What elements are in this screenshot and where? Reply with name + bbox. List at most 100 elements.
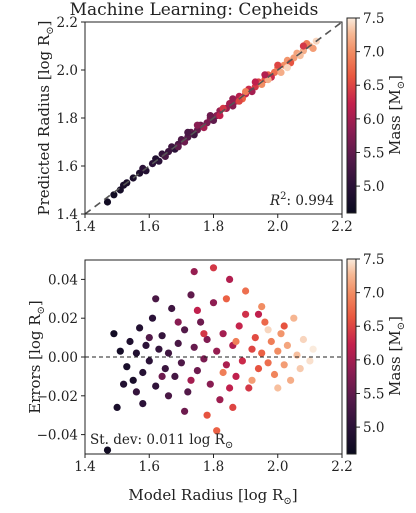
bottom-point-57	[293, 351, 301, 359]
bottom-colorbar-label: Mass [M⊙]	[386, 316, 407, 396]
bottom-cbar-tick-label-5: 7.5	[363, 252, 384, 268]
bottom-xtick-label-4: 2.2	[331, 459, 352, 475]
bottom-xaxis-ticks: 1.4 1.6 1.8 2.0 2.2	[74, 454, 353, 475]
top-point-1	[110, 191, 118, 199]
bottom-point-87	[174, 318, 182, 326]
bottom-point-80	[254, 310, 263, 318]
bottom-point-9	[139, 368, 147, 377]
bottom-point-54	[283, 341, 291, 349]
top-ytick-label-0: 1.4	[57, 207, 78, 223]
bottom-point-46	[258, 349, 266, 357]
bottom-point-42	[245, 384, 253, 392]
bottom-point-56	[290, 314, 298, 322]
bottom-point-33	[216, 396, 224, 404]
top-cbar-tick-label-1: 5.5	[363, 145, 384, 161]
top-point-65	[184, 128, 192, 136]
bottom-xlabel-sub: ⊙	[283, 496, 291, 507]
bottom-point-19	[171, 372, 179, 380]
bottom-point-41	[242, 310, 250, 318]
bottom-point-25	[190, 343, 198, 351]
top-ytick-label-2: 1.8	[57, 111, 78, 127]
bottom-point-60	[306, 357, 314, 365]
top-title: Machine Learning: Cepheids	[70, 0, 319, 20]
bottom-point-86	[132, 388, 140, 396]
top-point-68	[242, 88, 250, 96]
top-point-62	[251, 78, 259, 86]
bottom-xtick-label-1: 1.6	[139, 459, 160, 475]
r2-symbol: R	[269, 193, 280, 209]
bottom-ytick-label-0: −0.04	[37, 428, 78, 444]
bottom-point-12	[148, 314, 157, 322]
top-colorbar-ticks: 5.0 5.5 6.0 6.5 7.0 7.5	[356, 11, 384, 195]
bottom-ytick-label-4: 0.04	[48, 272, 78, 288]
top-ytick-label-1: 1.6	[57, 159, 78, 175]
bottom-colorbar: 5.0 5.5 6.0 6.5 7.0 7.5 Mass [M⊙]	[346, 252, 407, 455]
bottom-point-39	[235, 322, 243, 330]
top-point-61	[274, 61, 282, 69]
top-xtick-label-4: 2.2	[331, 219, 352, 235]
top-cbar-tick-label-4: 7.0	[363, 45, 384, 61]
bottom-point-35	[222, 361, 230, 369]
bottom-point-21	[177, 359, 185, 367]
bottom-point-71	[181, 407, 189, 415]
bottom-point-14	[155, 345, 163, 353]
bottom-point-45	[254, 365, 263, 373]
top-point-70	[261, 71, 269, 79]
top-ylabel: Predicted Radius [log R⊙]	[35, 21, 56, 216]
bottom-point-2	[110, 330, 118, 338]
bottom-cbar-label-sub: ⊙	[396, 322, 407, 330]
top-colorbar-gradient	[347, 18, 356, 213]
bottom-point-49	[267, 337, 275, 346]
bottom-point-3	[116, 347, 124, 355]
top-identity-line	[84, 21, 343, 215]
bottom-point-78	[264, 326, 272, 334]
bottom-point-40	[238, 357, 246, 365]
bottom-point-72	[193, 306, 201, 314]
top-r2-annotation: R2: 0.994	[269, 191, 334, 209]
bottom-point-32	[213, 347, 221, 355]
bottom-point-75	[274, 384, 282, 392]
bottom-point-62	[203, 411, 211, 419]
bottom-plot-area: 1.4 1.6 1.8 2.0 2.2 −0.04 −0.02 0.00 0.02 0.04 S…	[37, 259, 353, 475]
top-point-0	[103, 198, 112, 206]
bottom-xtick-label-0: 1.4	[74, 459, 95, 475]
bottom-xlabel: Model Radius [log R⊙]	[128, 486, 297, 507]
bottom-point-48	[264, 359, 272, 367]
top-colorbar: 5.0 5.5 6.0 6.5 7.0 7.5 Mass [M⊙]	[346, 11, 407, 214]
bottom-point-29	[203, 335, 211, 344]
top-xaxis-ticks: 1.4 1.6 1.8 2.0 2.2	[74, 214, 353, 235]
bottom-xlabel-text: Model Radius [log R	[128, 486, 284, 504]
top-xtick-label-3: 2.0	[267, 219, 288, 235]
bottom-point-59	[299, 335, 307, 344]
top-colorbar-label: Mass [M⊙]	[386, 75, 407, 155]
bottom-point-30	[206, 380, 214, 388]
bottom-point-58	[296, 365, 304, 373]
bottom-point-11	[145, 357, 153, 365]
bottom-ytick-label-3: 0.02	[48, 311, 78, 327]
bottom-point-28	[200, 355, 208, 363]
bottom-xtick-label-3: 2.0	[267, 459, 288, 475]
bottom-ylabel: Errors [log R⊙]	[26, 300, 47, 414]
bottom-cbar-label-text: Mass [M	[386, 330, 404, 396]
top-point-73	[193, 121, 201, 129]
top-cbar-label-sub: ⊙	[396, 81, 407, 89]
top-point-50	[277, 68, 285, 76]
top-cbar-tick-label-2: 6.0	[363, 112, 384, 128]
stdev-sub: ⊙	[225, 440, 233, 451]
bottom-ylabel-sub: ⊙	[36, 306, 47, 314]
top-point-71	[235, 97, 243, 105]
bottom-point-51	[274, 347, 282, 355]
bottom-point-10	[142, 341, 150, 349]
bottom-point-15	[158, 332, 166, 340]
bottom-point-7	[132, 349, 140, 357]
bottom-point-84	[145, 334, 153, 342]
top-point-69	[299, 42, 307, 50]
bottom-ytick-label-2: 0.00	[48, 350, 78, 366]
bottom-point-70	[164, 392, 173, 400]
bottom-point-53	[280, 361, 288, 369]
bottom-point-68	[152, 295, 160, 303]
bottom-point-38	[232, 372, 240, 380]
bottom-cbar-tick-label-0: 5.0	[363, 420, 384, 436]
bottom-point-74	[258, 303, 266, 311]
